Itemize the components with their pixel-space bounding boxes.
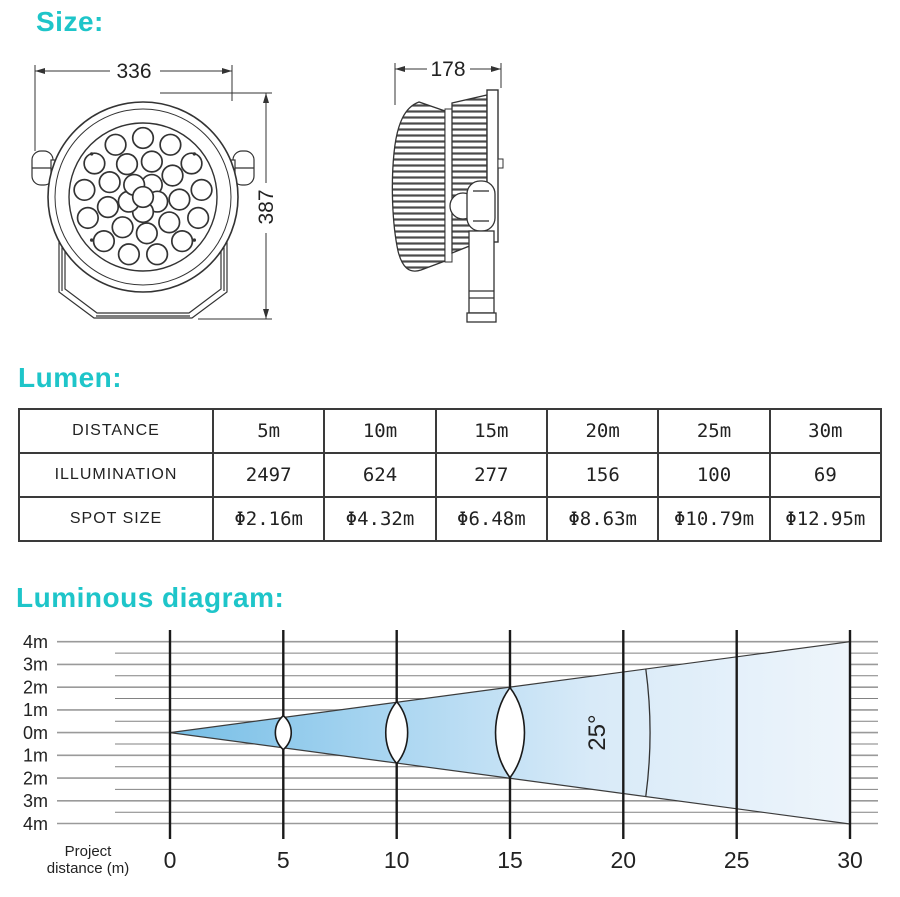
led-circle	[76, 206, 99, 230]
table-cell: 624	[323, 452, 437, 498]
y-tick-label: 2m	[23, 678, 48, 698]
led-circle	[158, 211, 181, 234]
y-tick-label: 4m	[23, 632, 48, 652]
table-cell: 15m	[434, 408, 548, 454]
led-circle	[161, 164, 184, 187]
size-heading: Size:	[36, 6, 104, 37]
table-cell: 100	[657, 452, 771, 498]
table-cell: Φ8.63m	[545, 496, 660, 542]
front-dimensions	[34, 65, 272, 320]
led-circle	[135, 222, 158, 245]
y-tick-label: 1m	[23, 746, 48, 766]
side-depth-dim-label: 178	[430, 58, 465, 81]
table-cell: 20m	[545, 408, 660, 454]
x-axis-title-line1: Project	[65, 843, 113, 860]
beam-angle-arc	[645, 668, 651, 797]
table-cell: 69	[768, 452, 883, 498]
table-cell: Φ10.79m	[657, 496, 771, 542]
front-height-dim-label: 387	[255, 189, 278, 224]
row-label: ILLUMINATION	[18, 452, 214, 498]
led-circle	[89, 152, 94, 156]
table-cell: 5m	[211, 408, 326, 454]
side-bracket-arm	[449, 180, 497, 323]
y-tick-label: 0m	[23, 723, 48, 743]
led-circle	[192, 238, 197, 242]
luminous-heading: Luminous diagram:	[16, 582, 285, 613]
led-circle	[131, 185, 155, 209]
x-tick-label: 15	[497, 847, 523, 873]
lumen-table-body: DISTANCE 5m 10m 15m 20m 25m 30m ILLUMINATION 249…	[18, 408, 883, 542]
lens-shapes	[274, 686, 526, 779]
lumen-table: DISTANCE 5m 10m 15m 20m 25m 30m ILLUMINATION 249…	[18, 408, 883, 542]
led-circle	[104, 133, 127, 156]
led-circle	[83, 152, 106, 175]
table-row: DISTANCE 5m 10m 15m 20m 25m 30m	[18, 408, 883, 454]
table-row: ILLUMINATION 2497 624 277 156 100 69	[18, 452, 883, 498]
led-circle	[170, 230, 194, 253]
front-head	[47, 101, 239, 293]
table-cell: Φ2.16m	[211, 496, 326, 542]
y-tick-label: 4m	[23, 814, 48, 834]
led-circle	[145, 243, 169, 266]
y-tick-label: 1m	[23, 700, 48, 720]
led-circle	[187, 206, 210, 230]
x-axis-title: Project distance (m)	[47, 843, 130, 877]
x-tick-label: 25	[724, 847, 750, 873]
led-circle	[89, 238, 94, 242]
led-array	[73, 126, 213, 266]
x-tick-label: 10	[384, 847, 410, 873]
table-cell: 25m	[657, 408, 771, 454]
side-view-drawing: 178	[391, 58, 504, 323]
led-circle	[159, 133, 182, 156]
table-cell: 30m	[768, 408, 883, 454]
y-axis-labels: 4m 3m 2m 1m 0m 1m 2m 3m 4m	[23, 632, 48, 834]
table-row: SPOT SIZE Φ2.16m Φ4.32m Φ6.48m Φ8.63m Φ10.79m…	[18, 496, 883, 542]
y-tick-label: 3m	[23, 655, 48, 675]
beam-angle-label: 25°	[584, 714, 611, 750]
table-cell: Φ6.48m	[434, 496, 548, 542]
y-tick-label: 3m	[23, 791, 48, 811]
led-circle	[140, 150, 163, 173]
x-tick-label: 20	[611, 847, 637, 873]
front-view-drawing: 336 387	[31, 60, 278, 320]
led-circle	[117, 243, 141, 266]
table-cell: Φ4.32m	[323, 496, 437, 542]
front-width-dim-label: 336	[116, 60, 151, 83]
lumen-heading: Lumen:	[18, 362, 123, 393]
x-axis-labels: 0 5 10 15 20 25 30	[164, 847, 863, 873]
led-circle	[115, 153, 139, 176]
led-circle	[190, 178, 213, 202]
row-label: DISTANCE	[18, 408, 214, 454]
led-circle	[111, 216, 134, 239]
led-circle	[168, 188, 191, 211]
led-circle	[73, 178, 96, 202]
table-cell: 277	[434, 452, 548, 498]
table-cell: 156	[545, 452, 660, 498]
led-circle	[92, 230, 116, 253]
row-label: SPOT SIZE	[18, 496, 214, 542]
x-tick-label: 5	[277, 847, 290, 873]
led-circle	[98, 171, 121, 194]
luminous-diagram: 25° 4m 3m 2m 1m 0m 1m 2m 3m 4m 0 5 10 15…	[23, 630, 878, 877]
x-tick-label: 0	[164, 847, 177, 873]
table-cell: Φ12.95m	[768, 496, 883, 542]
led-circle	[96, 195, 120, 219]
x-tick-label: 30	[837, 847, 863, 873]
x-axis-title-line2: distance (m)	[47, 860, 130, 877]
table-cell: 2497	[211, 452, 326, 498]
side-dimensions	[394, 63, 502, 105]
led-circle	[180, 152, 203, 175]
led-circle	[192, 152, 197, 156]
led-circle	[131, 126, 155, 150]
y-tick-label: 2m	[23, 768, 48, 788]
table-cell: 10m	[323, 408, 437, 454]
